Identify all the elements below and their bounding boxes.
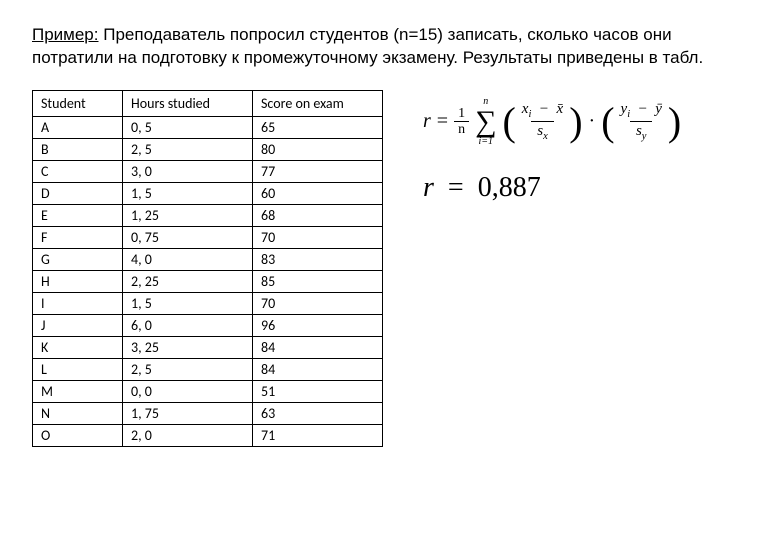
correlation-formula: r = 1 n n ∑ i=1 xi − x̄ sx [423, 100, 681, 144]
table-cell: 51 [253, 380, 383, 402]
table-cell: 1, 25 [123, 204, 253, 226]
table-wrap: Student Hours studied Score on exam A0, … [32, 90, 383, 447]
dot-operator: · [589, 110, 596, 133]
table-cell: G [33, 248, 123, 270]
table-cell: 70 [253, 292, 383, 314]
table-row: F0, 7570 [33, 226, 383, 248]
table-cell: O [33, 424, 123, 446]
table-cell: 84 [253, 358, 383, 380]
col-header: Student [33, 90, 123, 116]
table-cell: F [33, 226, 123, 248]
table-row: O2, 071 [33, 424, 383, 446]
table-cell: 0, 75 [123, 226, 253, 248]
table-cell: 2, 5 [123, 358, 253, 380]
table-row: B2, 580 [33, 138, 383, 160]
table-cell: 96 [253, 314, 383, 336]
term-2: yi − ȳ sy [601, 100, 681, 144]
table-cell: N [33, 402, 123, 424]
table-row: C3, 077 [33, 160, 383, 182]
table-cell: 2, 5 [123, 138, 253, 160]
table-cell: 84 [253, 336, 383, 358]
intro-text: Пример: Преподаватель попросил студентов… [32, 24, 748, 70]
table-cell: 2, 25 [123, 270, 253, 292]
table-cell: 1, 75 [123, 402, 253, 424]
table-cell: L [33, 358, 123, 380]
result-formula: r = 0,887 [423, 172, 541, 204]
equals-sign: = [437, 110, 448, 133]
table-cell: C [33, 160, 123, 182]
table-cell: 80 [253, 138, 383, 160]
table-row: J6, 096 [33, 314, 383, 336]
table-cell: 1, 5 [123, 292, 253, 314]
table-cell: 0, 0 [123, 380, 253, 402]
table-row: D1, 560 [33, 182, 383, 204]
table-header-row: Student Hours studied Score on exam [33, 90, 383, 116]
col-header: Hours studied [123, 90, 253, 116]
formula-lhs: r [423, 110, 431, 133]
table-cell: 65 [253, 116, 383, 138]
table-cell: 60 [253, 182, 383, 204]
table-cell: 3, 25 [123, 336, 253, 358]
table-row: M0, 051 [33, 380, 383, 402]
table-cell: E [33, 204, 123, 226]
table-cell: 3, 0 [123, 160, 253, 182]
table-row: L2, 584 [33, 358, 383, 380]
table-cell: B [33, 138, 123, 160]
table-cell: 71 [253, 424, 383, 446]
table-cell: H [33, 270, 123, 292]
result-value: 0,887 [478, 172, 541, 203]
sigma-icon: n ∑ i=1 [475, 107, 496, 137]
one-over-n: 1 n [454, 106, 469, 138]
table-cell: M [33, 380, 123, 402]
table-cell: 83 [253, 248, 383, 270]
data-table: Student Hours studied Score on exam A0, … [32, 90, 383, 447]
table-cell: I [33, 292, 123, 314]
term-1: xi − x̄ sx [502, 100, 582, 144]
table-cell: 77 [253, 160, 383, 182]
table-cell: 68 [253, 204, 383, 226]
table-row: K3, 2584 [33, 336, 383, 358]
table-row: G4, 083 [33, 248, 383, 270]
col-header: Score on exam [253, 90, 383, 116]
table-cell: D [33, 182, 123, 204]
intro-label: Пример: [32, 25, 99, 44]
content-area: Student Hours studied Score on exam A0, … [32, 90, 748, 447]
table-row: N1, 7563 [33, 402, 383, 424]
table-cell: A [33, 116, 123, 138]
table-cell: 1, 5 [123, 182, 253, 204]
table-cell: 85 [253, 270, 383, 292]
table-cell: 2, 0 [123, 424, 253, 446]
table-cell: K [33, 336, 123, 358]
table-cell: 70 [253, 226, 383, 248]
table-row: H2, 2585 [33, 270, 383, 292]
table-cell: J [33, 314, 123, 336]
table-body: A0, 565B2, 580C3, 077D1, 560E1, 2568F0, … [33, 116, 383, 446]
table-row: A0, 565 [33, 116, 383, 138]
formulas-area: r = 1 n n ∑ i=1 xi − x̄ sx [423, 90, 748, 204]
table-cell: 63 [253, 402, 383, 424]
table-cell: 4, 0 [123, 248, 253, 270]
table-row: E1, 2568 [33, 204, 383, 226]
result-var: r [423, 172, 434, 203]
table-cell: 0, 5 [123, 116, 253, 138]
table-row: I1, 570 [33, 292, 383, 314]
intro-body: Преподаватель попросил студентов (n=15) … [32, 25, 703, 67]
table-cell: 6, 0 [123, 314, 253, 336]
